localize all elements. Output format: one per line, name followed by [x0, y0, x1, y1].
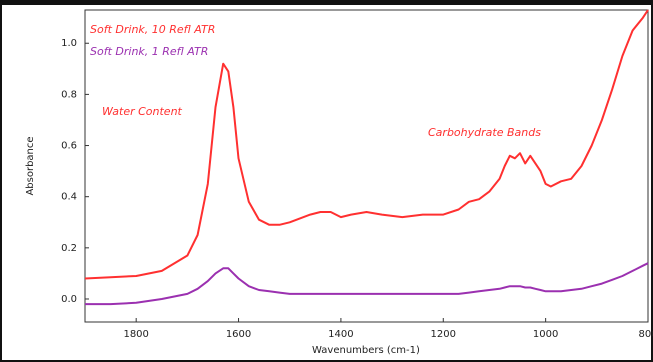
x-tick-label: 1200 — [431, 329, 456, 340]
y-axis-label: Absorbance — [25, 136, 36, 195]
plot-frame — [84, 9, 649, 323]
y-tick-label: 0.4 — [61, 192, 77, 203]
y-tick-label: 0.0 — [61, 294, 77, 305]
annotation: Water Content — [102, 105, 183, 118]
annotation: Carbohydrate Bands — [428, 126, 541, 139]
top-bar — [0, 0, 653, 5]
y-tick-label: 0.8 — [61, 89, 77, 100]
series-line — [84, 9, 649, 280]
y-tick-label: 1.0 — [61, 38, 77, 49]
x-tick-label: 1800 — [123, 329, 148, 340]
y-tick-label: 0.6 — [61, 141, 77, 152]
x-axis-label: Wavenumbers (cm-1) — [312, 345, 420, 356]
y-tick-label: 0.2 — [61, 243, 77, 254]
x-tick-label: 1400 — [328, 329, 353, 340]
series-line — [85, 262, 649, 306]
x-tick-label: 1000 — [533, 329, 558, 340]
legend-entry: Soft Drink, 10 Refl ATR — [90, 23, 215, 36]
x-tick-label: 1600 — [226, 329, 251, 340]
x-tick-label: 800 — [638, 329, 653, 340]
legend-entry: Soft Drink, 1 Refl ATR — [90, 45, 208, 58]
